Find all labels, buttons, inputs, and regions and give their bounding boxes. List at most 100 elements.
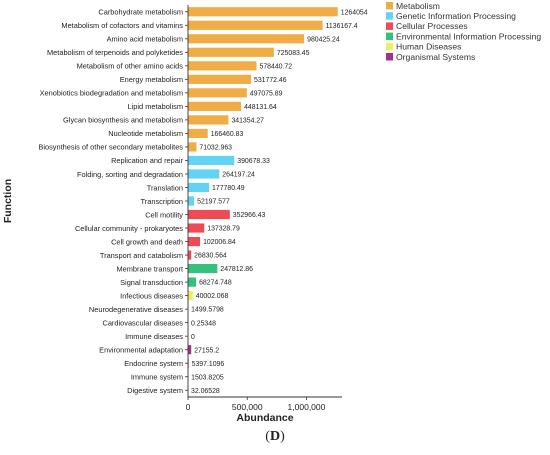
category-label: Biosynthesis of other secondary metaboli… [38,143,183,152]
category-label: Folding, sorting and degradation [77,170,183,179]
value-label: 137328.79 [207,226,240,233]
value-label: 1499.5798 [191,307,224,314]
x-axis-title: Abundance [236,412,293,424]
bar [188,237,200,246]
value-label: 264197.24 [222,172,255,179]
value-label: 1136167.4 [326,23,358,30]
category-label: Glycan biosynthesis and metabolism [63,116,183,125]
category-label: Immune diseases [125,332,183,341]
value-label: 352966.43 [233,212,266,219]
value-label: 177780.49 [212,185,245,192]
bar [188,34,304,43]
bar [188,142,196,151]
value-label: 68274.748 [199,280,232,287]
bar [188,61,257,70]
value-label: 0.25348 [191,320,216,327]
legend-label: Environmental Information Processing [396,31,541,41]
value-label: 578440.72 [260,63,293,70]
value-label: 166460.83 [211,131,244,138]
x-tick-label: 1,000,000 [288,402,326,412]
category-label: Nucleotide metabolism [108,129,183,138]
bar [188,210,230,219]
category-label: Metabolism of terpenoids and polyketides [47,48,183,57]
legend-label: Cellular Processes [396,21,468,31]
category-label: Cardiovascular diseases [102,318,183,327]
value-label: 531772.46 [254,77,287,84]
bar [188,88,247,97]
value-label: 1264054 [341,9,368,16]
category-label: Endocrine system [124,359,183,368]
value-label: 247812.86 [220,266,253,273]
value-label: 26830.564 [194,253,227,260]
category-label: Cell motility [145,210,183,219]
bar [188,7,338,16]
bar [188,115,228,124]
value-label: 390678.33 [237,158,270,165]
category-label: Cellular community - prokaryotes [75,224,183,233]
category-label: Infectious diseases [120,291,183,300]
category-label: Membrane transport [116,264,183,273]
bar [188,291,193,300]
legend-label: Organismal Systems [396,52,475,62]
value-label: 497075.89 [250,90,283,97]
value-label: 32.06528 [191,388,220,395]
value-label: 980425.24 [307,36,340,43]
bar [188,21,323,30]
category-label: Metabolism of other amino acids [77,62,184,71]
category-label: Cell growth and death [111,237,183,246]
legend-label: Human Diseases [396,42,461,52]
category-label: Amino acid metabolism [107,35,183,44]
bar [188,278,196,287]
category-label: Energy metabolism [120,75,183,84]
bar [188,48,274,57]
panel-label: (D) [0,429,550,445]
legend-swatch [386,12,393,20]
category-label: Carbohydrate metabolism [98,8,183,17]
value-label: 52197.577 [197,199,230,206]
value-label: 71032.963 [199,145,232,152]
bar [188,102,241,111]
category-label: Immune system [131,373,183,382]
x-tick-label: 500,000 [232,402,263,412]
category-label: Environmental adaptation [99,345,183,354]
value-label: 0 [191,334,195,341]
value-label: 102006.84 [203,239,236,246]
category-label: Xenobiotics biodegradation and metabolis… [40,89,183,98]
value-label: 725083.45 [277,50,310,57]
legend-swatch [386,43,393,51]
legend-swatch [386,22,393,30]
bar [188,223,204,232]
legend-label: Genetic Information Processing [396,11,516,21]
legend-swatch [386,2,393,10]
bar [188,129,208,138]
value-label: 448131.64 [244,104,277,111]
category-label: Translation [147,183,183,192]
category-label: Digestive system [127,386,183,395]
category-label: Signal transduction [120,278,183,287]
value-label: 40002.068 [196,293,229,300]
x-tick-label: 0 [186,402,191,412]
category-label: Replication and repair [111,156,183,165]
category-label: Neurodegenerative diseases [89,305,183,314]
bar [188,196,194,205]
bar [188,250,191,259]
bar [188,345,191,354]
bar [188,169,219,178]
bar [188,156,234,165]
bar [188,183,209,192]
legend-label: Metabolism [396,1,440,11]
bar [188,264,217,273]
category-label: Lipid metabolism [128,102,183,111]
y-axis-title: Function [2,179,14,223]
value-label: 1503.8205 [191,374,224,381]
bar [188,75,251,84]
value-label: 341354.27 [231,117,264,124]
value-label: 5397.1096 [192,361,225,368]
legend-swatch [386,53,393,61]
category-label: Transport and catabolism [100,251,183,260]
value-label: 27155.2 [194,347,219,354]
category-label: Transcription [141,197,183,206]
legend-swatch [386,33,393,41]
